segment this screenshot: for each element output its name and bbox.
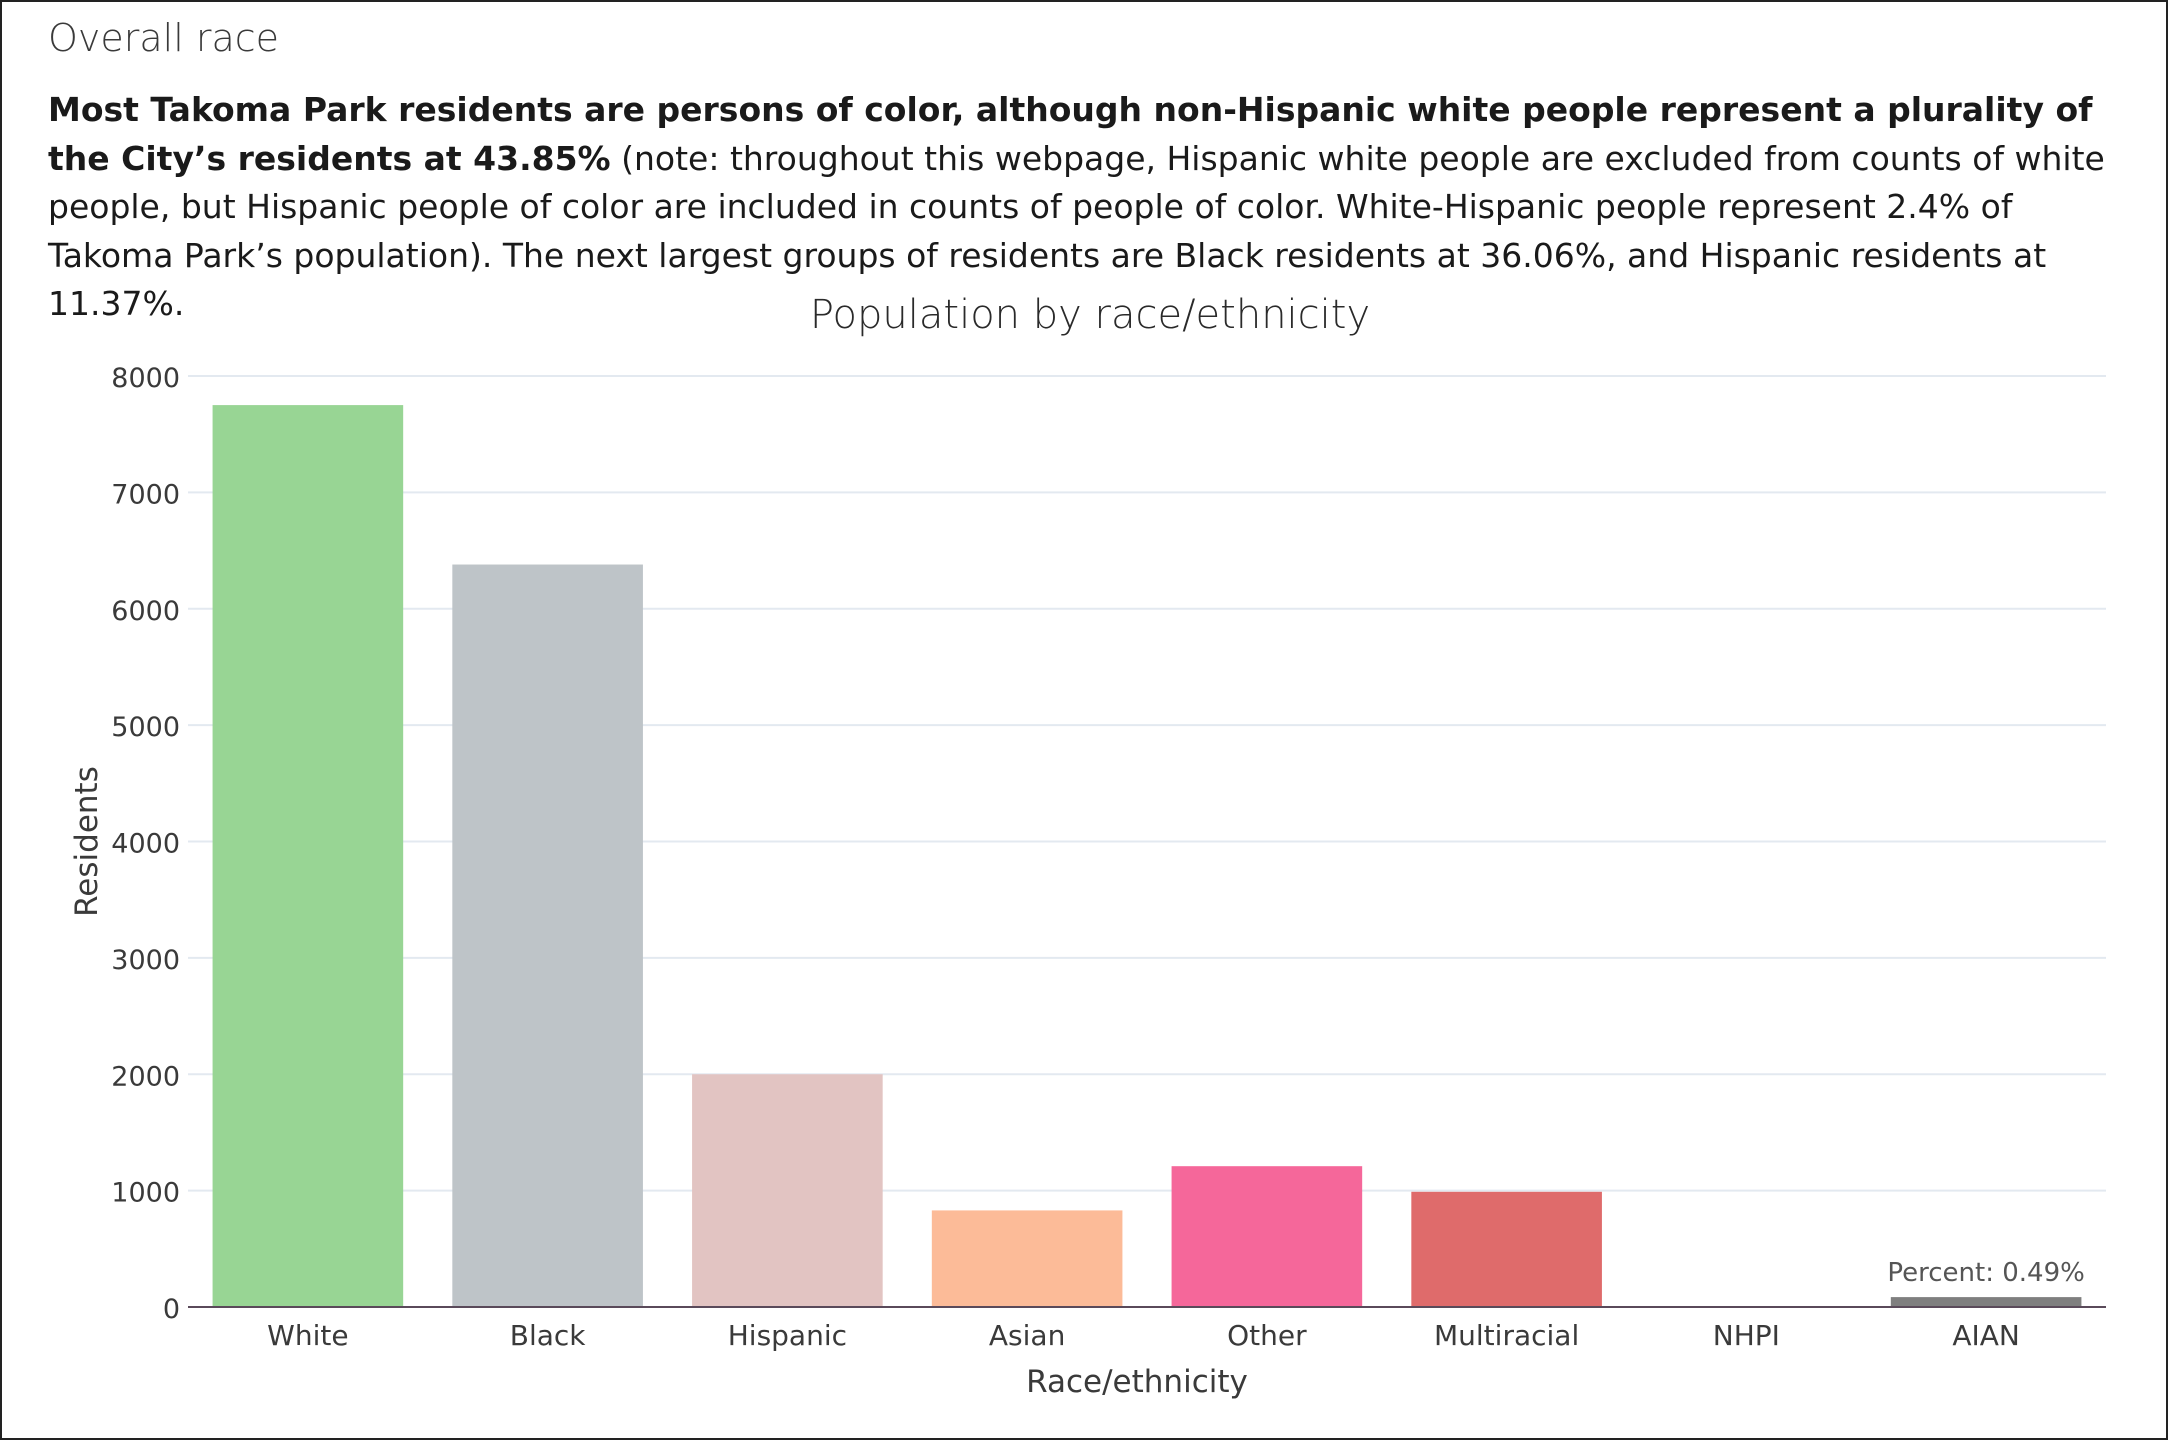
y-tick-label: 2000	[111, 1061, 180, 1092]
x-tick-label: Other	[1227, 1319, 1307, 1352]
x-tick-label: AIAN	[1952, 1319, 2020, 1352]
section-heading: Overall race	[48, 16, 280, 60]
bar-other	[1171, 1166, 1363, 1307]
x-tick-label: Multiracial	[1434, 1319, 1579, 1352]
bar-annotation: Percent: 0.49%	[1887, 1258, 2084, 1288]
y-tick-label: 1000	[111, 1178, 180, 1209]
intro-bold-text: Most Takoma Park residents are persons o…	[48, 90, 2093, 178]
x-tick-label: Hispanic	[728, 1319, 847, 1352]
x-tick-label: Asian	[989, 1319, 1065, 1352]
bar-asian	[931, 1210, 1123, 1307]
x-tick-label: White	[267, 1319, 348, 1352]
bar-hispanic	[692, 1074, 883, 1307]
bar-white	[212, 405, 404, 1307]
y-tick-label: 3000	[111, 945, 180, 976]
x-tick-label: NHPI	[1713, 1319, 1780, 1352]
y-tick-label: 0	[163, 1294, 180, 1325]
y-axis-title: Residents	[69, 766, 105, 917]
x-axis-title: Race/ethnicity	[1026, 1364, 1248, 1400]
x-tick-label: Black	[510, 1319, 587, 1352]
y-tick-label: 5000	[111, 712, 180, 743]
y-tick-label: 7000	[111, 479, 180, 510]
intro-body-text: (note: throughout this webpage, Hispanic…	[48, 138, 2105, 324]
bar-black	[452, 564, 643, 1307]
bar-aian	[1890, 1297, 2082, 1307]
bar-multiracial	[1411, 1191, 1602, 1307]
chart-title: Population by race/ethnicity	[809, 292, 1371, 338]
y-tick-label: 4000	[111, 829, 180, 860]
y-tick-label: 6000	[111, 596, 180, 627]
intro-paragraph: Most Takoma Park residents are persons o…	[48, 86, 2123, 329]
y-tick-label: 8000	[111, 363, 180, 394]
